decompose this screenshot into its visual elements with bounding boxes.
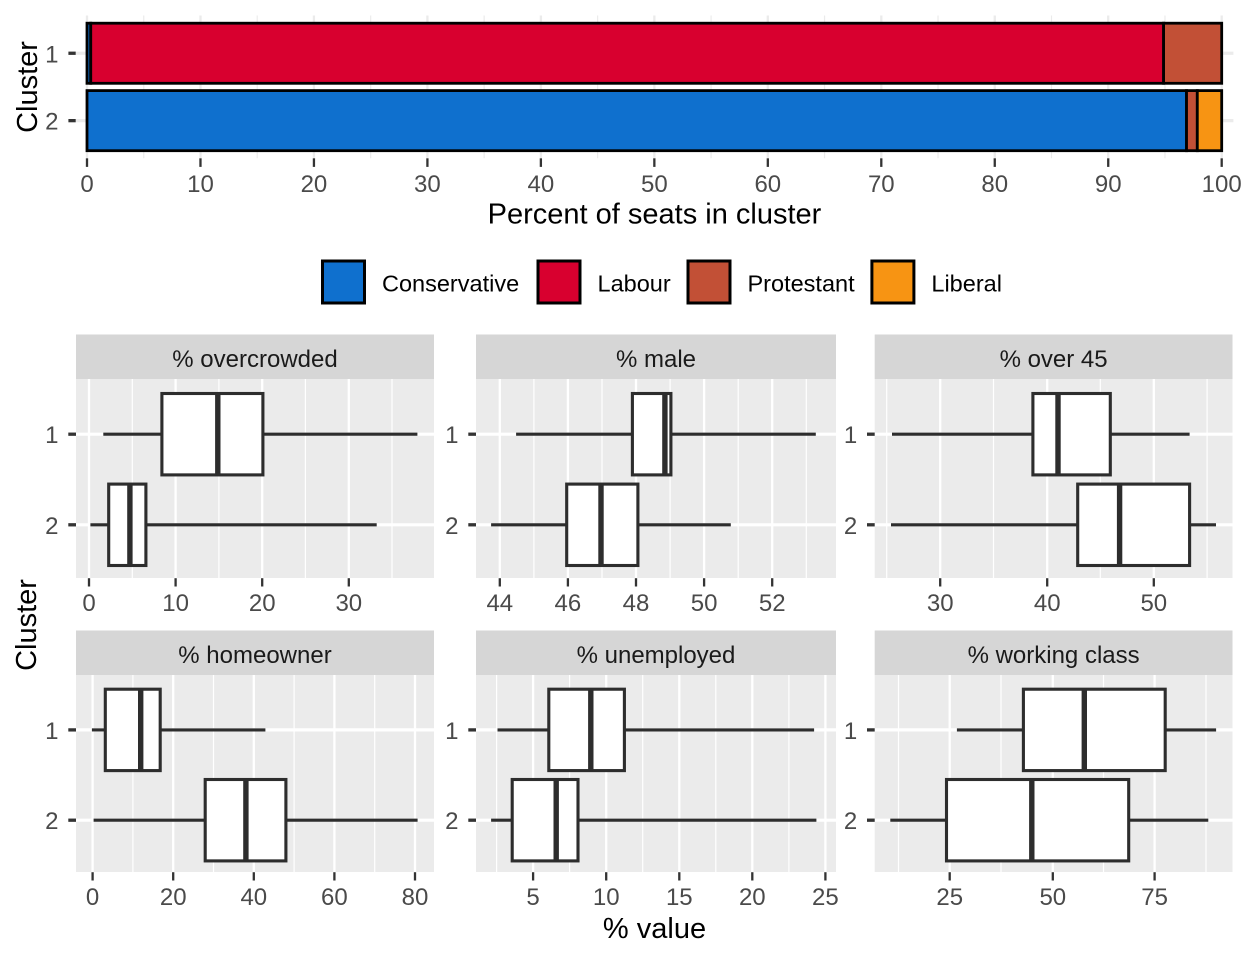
svg-text:46: 46 xyxy=(555,590,582,617)
svg-text:30: 30 xyxy=(927,590,954,617)
svg-text:2: 2 xyxy=(45,109,58,136)
svg-text:25: 25 xyxy=(812,884,839,911)
svg-text:70: 70 xyxy=(868,171,895,198)
svg-text:2: 2 xyxy=(445,513,458,540)
svg-text:2: 2 xyxy=(844,808,857,835)
svg-text:Conservative: Conservative xyxy=(382,271,519,297)
svg-text:5: 5 xyxy=(526,884,539,911)
svg-text:0: 0 xyxy=(82,590,95,617)
svg-text:% unemployed: % unemployed xyxy=(577,642,736,669)
svg-text:20: 20 xyxy=(301,171,328,198)
svg-text:0: 0 xyxy=(86,884,99,911)
svg-text:50: 50 xyxy=(1039,884,1066,911)
svg-text:50: 50 xyxy=(1140,590,1167,617)
svg-text:2: 2 xyxy=(45,513,58,540)
svg-text:40: 40 xyxy=(1034,590,1061,617)
svg-text:20: 20 xyxy=(249,590,276,617)
svg-text:25: 25 xyxy=(936,884,963,911)
svg-text:% male: % male xyxy=(616,346,696,373)
svg-text:2: 2 xyxy=(844,513,857,540)
svg-text:2: 2 xyxy=(445,808,458,835)
svg-text:10: 10 xyxy=(187,171,214,198)
svg-text:52: 52 xyxy=(759,590,786,617)
svg-text:20: 20 xyxy=(739,884,766,911)
svg-text:44: 44 xyxy=(486,590,513,617)
svg-text:80: 80 xyxy=(981,171,1008,198)
svg-text:% overcrowded: % overcrowded xyxy=(172,346,337,373)
svg-text:20: 20 xyxy=(160,884,187,911)
svg-text:30: 30 xyxy=(335,590,362,617)
svg-text:1: 1 xyxy=(445,422,458,449)
svg-text:50: 50 xyxy=(641,171,668,198)
svg-text:1: 1 xyxy=(844,718,857,745)
svg-text:% homeowner: % homeowner xyxy=(178,642,331,669)
svg-text:% working class: % working class xyxy=(968,642,1140,669)
svg-text:10: 10 xyxy=(162,590,189,617)
svg-text:100: 100 xyxy=(1202,171,1242,198)
svg-text:48: 48 xyxy=(623,590,650,617)
svg-text:2: 2 xyxy=(45,808,58,835)
svg-text:75: 75 xyxy=(1141,884,1168,911)
svg-text:0: 0 xyxy=(80,171,93,198)
svg-text:Labour: Labour xyxy=(598,271,671,297)
svg-text:1: 1 xyxy=(445,718,458,745)
svg-text:1: 1 xyxy=(45,718,58,745)
svg-text:1: 1 xyxy=(45,422,58,449)
svg-text:40: 40 xyxy=(240,884,267,911)
svg-text:60: 60 xyxy=(754,171,781,198)
svg-text:Percent of seats in cluster: Percent of seats in cluster xyxy=(488,199,822,231)
svg-text:80: 80 xyxy=(402,884,429,911)
svg-text:10: 10 xyxy=(593,884,620,911)
svg-text:% over 45: % over 45 xyxy=(1000,346,1108,373)
svg-text:30: 30 xyxy=(414,171,441,198)
svg-text:60: 60 xyxy=(321,884,348,911)
svg-text:90: 90 xyxy=(1095,171,1122,198)
svg-text:Liberal: Liberal xyxy=(931,271,1002,297)
svg-text:% value: % value xyxy=(603,913,706,945)
svg-text:Protestant: Protestant xyxy=(748,271,856,297)
svg-text:1: 1 xyxy=(844,422,857,449)
svg-text:15: 15 xyxy=(666,884,693,911)
svg-text:Cluster: Cluster xyxy=(12,41,44,133)
svg-text:1: 1 xyxy=(45,41,58,68)
svg-text:Cluster: Cluster xyxy=(11,579,43,671)
svg-text:50: 50 xyxy=(691,590,718,617)
svg-text:40: 40 xyxy=(528,171,555,198)
